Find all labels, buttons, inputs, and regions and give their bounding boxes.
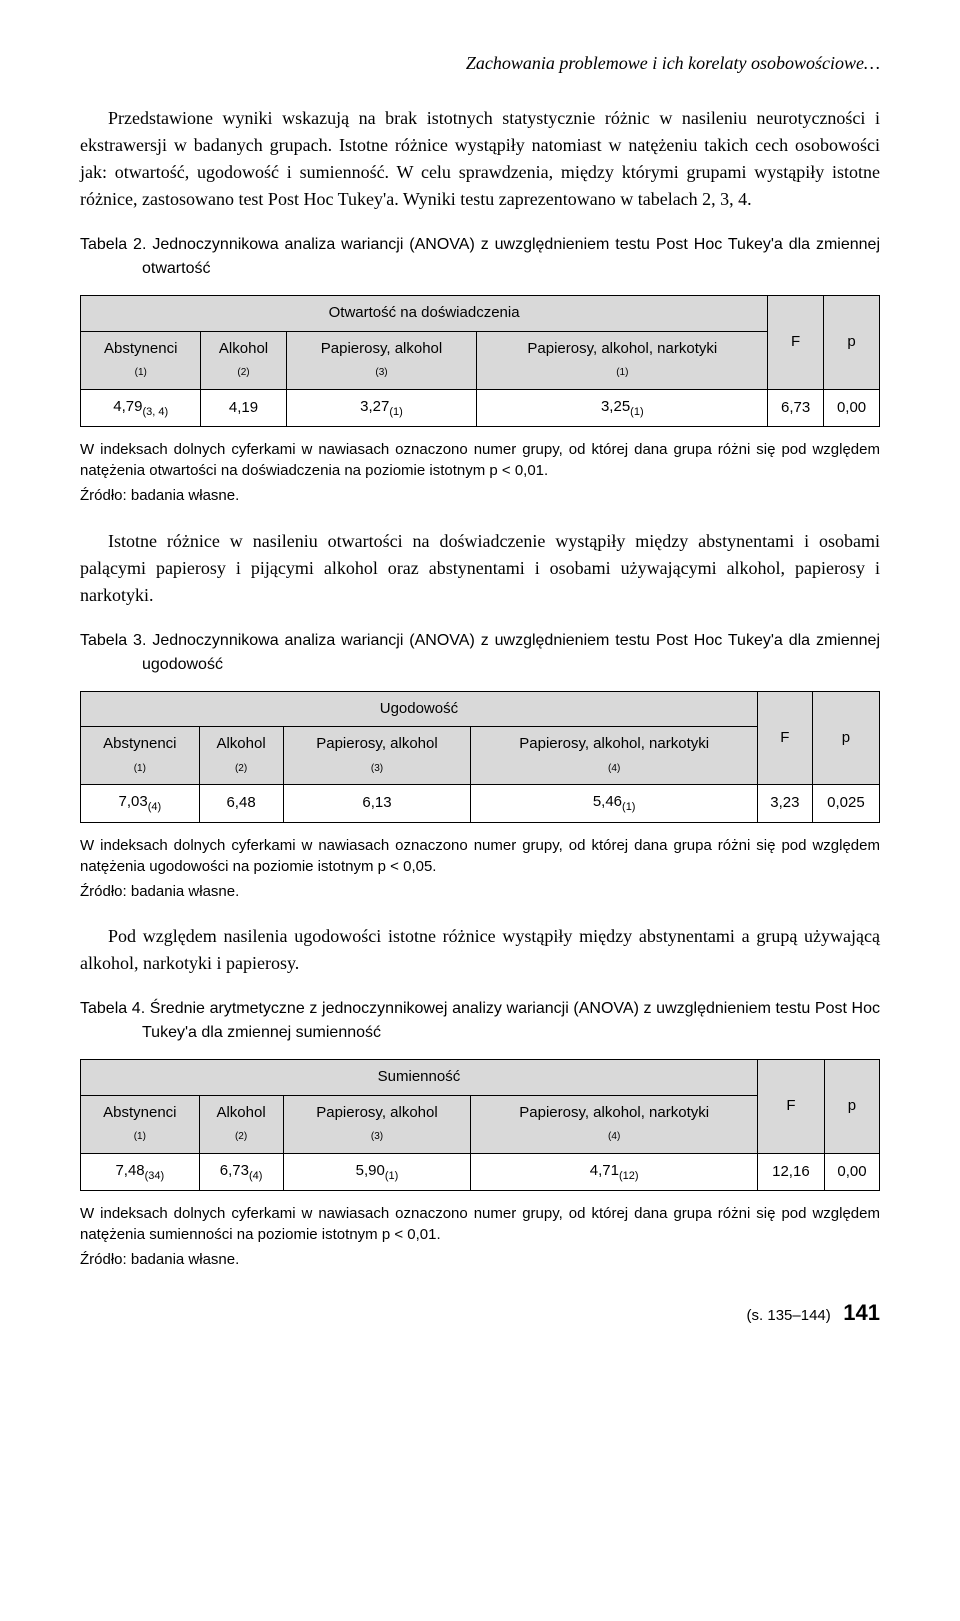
table3-col4: Papierosy, alkohol, narkotyki(4) [471, 727, 757, 785]
table2-note: W indeksach dolnych cyferkami w nawiasac… [80, 439, 880, 481]
table4-p: 0,00 [824, 1153, 879, 1191]
page-range: (s. 135–144) [747, 1307, 831, 1324]
table3-caption-text: Jednoczynnikowa analiza wariancji (ANOVA… [142, 632, 880, 673]
paragraph-3: Pod względem nasilenia ugodowości istotn… [80, 923, 880, 977]
paragraph-2: Istotne różnice w nasileniu otwartości n… [80, 528, 880, 609]
table2-col1: Abstynenci(1) [81, 331, 201, 389]
table2-v4: 3,25(1) [477, 389, 768, 427]
table2-v3: 3,27(1) [286, 389, 477, 427]
paragraph-1: Przedstawione wyniki wskazują na brak is… [80, 105, 880, 213]
table3-v2: 6,48 [199, 785, 283, 823]
table4-col3: Papierosy, alkohol(3) [283, 1095, 471, 1153]
table4-col-F: F [757, 1060, 824, 1154]
table2-source: Źródło: badania własne. [80, 485, 880, 508]
table3-group-header: Ugodowość [81, 691, 758, 727]
table3-col-p: p [812, 691, 879, 785]
table3-F: 3,23 [757, 785, 812, 823]
table2-col-F: F [768, 296, 824, 390]
table3-caption: Tabela 3. Jednoczynnikowa analiza warian… [80, 629, 880, 677]
table2-col3: Papierosy, alkohol(3) [286, 331, 477, 389]
table4-v1: 7,48(34) [81, 1153, 200, 1191]
table3-note: W indeksach dolnych cyferkami w nawiasac… [80, 835, 880, 877]
table3-v1: 7,03(4) [81, 785, 200, 823]
table4-v2: 6,73(4) [199, 1153, 283, 1191]
page-number: 141 [843, 1300, 880, 1325]
table4-col2: Alkohol(2) [199, 1095, 283, 1153]
table3-col2: Alkohol(2) [199, 727, 283, 785]
table3-source: Źródło: badania własne. [80, 881, 880, 904]
table2-F: 6,73 [768, 389, 824, 427]
table4-source: Źródło: badania własne. [80, 1249, 880, 1272]
table2-label: Tabela 2. [80, 236, 146, 253]
table2: Otwartość na doświadczenia F p Abstynenc… [80, 295, 880, 427]
table4-v4: 4,71(12) [471, 1153, 757, 1191]
table4-col1: Abstynenci(1) [81, 1095, 200, 1153]
table4-label: Tabela 4. [80, 1000, 145, 1017]
running-title: Zachowania problemowe i ich korelaty oso… [80, 50, 880, 77]
table4-caption-text: Średnie arytmetyczne z jednoczynnikowej … [142, 1000, 880, 1041]
table3: Ugodowość F p Abstynenci(1) Alkohol(2) P… [80, 691, 880, 823]
table4-note: W indeksach dolnych cyferkami w nawiasac… [80, 1203, 880, 1245]
page-footer: (s. 135–144) 141 [80, 1296, 880, 1329]
table3-col3: Papierosy, alkohol(3) [283, 727, 471, 785]
table4-F: 12,16 [757, 1153, 824, 1191]
table2-col4: Papierosy, alkohol, narkotyki(1) [477, 331, 768, 389]
table3-v3: 6,13 [283, 785, 471, 823]
table3-col-F: F [757, 691, 812, 785]
table2-caption: Tabela 2. Jednoczynnikowa analiza warian… [80, 233, 880, 281]
table4-v3: 5,90(1) [283, 1153, 471, 1191]
table3-p: 0,025 [812, 785, 879, 823]
table2-v2: 4,19 [201, 389, 286, 427]
table3-col1: Abstynenci(1) [81, 727, 200, 785]
table4-caption: Tabela 4. Średnie arytmetyczne z jednocz… [80, 997, 880, 1045]
table2-col-p: p [824, 296, 880, 390]
table4-col-p: p [824, 1060, 879, 1154]
table4-group-header: Sumienność [81, 1060, 758, 1096]
table2-group-header: Otwartość na doświadczenia [81, 296, 768, 332]
table2-p: 0,00 [824, 389, 880, 427]
table4: Sumienność F p Abstynenci(1) Alkohol(2) … [80, 1059, 880, 1191]
table2-col2: Alkohol(2) [201, 331, 286, 389]
table3-label: Tabela 3. [80, 632, 146, 649]
table3-v4: 5,46(1) [471, 785, 757, 823]
table2-v1: 4,79(3, 4) [81, 389, 201, 427]
table2-caption-text: Jednoczynnikowa analiza wariancji (ANOVA… [142, 236, 880, 277]
table4-col4: Papierosy, alkohol, narkotyki(4) [471, 1095, 757, 1153]
